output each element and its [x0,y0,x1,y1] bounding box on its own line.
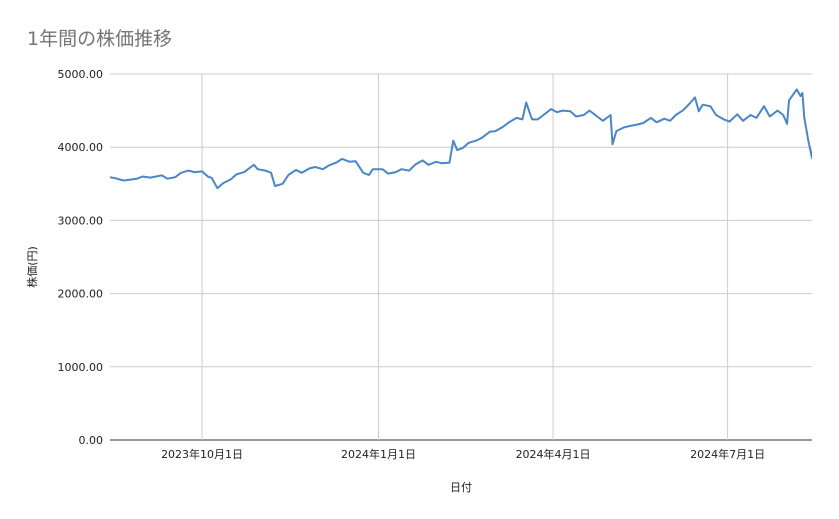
y-axis-ticks: 0.00 1000.00 2000.00 3000.00 4000.00 5000.00 [58,68,104,447]
x-tick-label: 2024年7月1日 [690,447,765,461]
series-line [110,88,812,190]
y-tick-label: 4000.00 [58,141,104,154]
y-tick-label: 3000.00 [58,214,104,227]
x-tick-label: 2023年10月1日 [161,447,243,461]
y-tick-label: 5000.00 [58,68,104,81]
y-tick-label: 1000.00 [58,361,104,374]
grid-lines [110,73,812,441]
x-tick-label: 2024年1月1日 [341,447,416,461]
y-tick-label: 0.00 [79,434,104,447]
x-axis-ticks: 2023年10月1日 2024年1月1日 2024年4月1日 2024年7月1日 [161,447,765,461]
x-tick-label: 2024年4月1日 [516,447,591,461]
x-axis-label: 日付 [450,481,472,494]
chart-title: 1年間の株価推移 [27,28,173,50]
y-tick-label: 2000.00 [58,288,104,301]
series-layer [110,88,812,190]
y-axis-label: 株価(円) [25,246,39,288]
